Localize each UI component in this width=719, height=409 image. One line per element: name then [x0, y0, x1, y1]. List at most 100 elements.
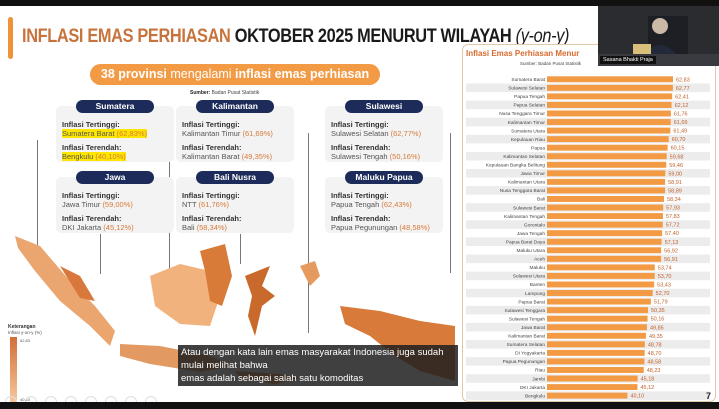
connector-line — [308, 133, 309, 333]
category-label: Kalimantan Utara — [508, 180, 545, 186]
value-label: 57,93 — [666, 206, 680, 212]
connector-line — [100, 234, 101, 274]
more-icon[interactable] — [145, 396, 157, 402]
value-label: 57,40 — [665, 231, 679, 237]
category-label: Sumatera Selatan — [507, 342, 546, 348]
subtitle-caption: Atau dengan kata lain emas masyarakat In… — [178, 345, 458, 386]
bar — [547, 84, 673, 91]
category-label: Sulawesi Selatan — [508, 86, 545, 92]
bar — [547, 221, 663, 228]
value-label: 48,70 — [648, 351, 662, 357]
value-label: 59,46 — [669, 163, 683, 169]
value-label: 60,15 — [671, 146, 685, 152]
bar — [547, 264, 655, 271]
category-label: Papua Pegunungan — [503, 359, 546, 365]
category-label: Jambi — [532, 376, 545, 382]
high-province: Papua Tengah (62,43%) — [331, 200, 412, 209]
low-province: Kalimantan Barat (49,35%) — [182, 152, 273, 161]
region-card-maluku-papua: Maluku Papua Inflasi Tertinggi: Papua Te… — [325, 171, 443, 233]
category-label: Sulawesi Barat — [513, 205, 546, 211]
value-label: 62,12 — [675, 103, 689, 109]
category-label: Jawa Timur — [520, 171, 545, 177]
value-label: 48,58 — [647, 359, 661, 365]
map-region — [60, 266, 95, 301]
category-label: DI Yogyakarta — [515, 351, 545, 357]
value-label: 56,92 — [664, 248, 678, 254]
low-label: Inflasi Terendah: — [182, 143, 242, 152]
bar — [547, 315, 648, 322]
value-label: 58,34 — [667, 197, 681, 203]
map-kalimantan-timur — [200, 244, 232, 306]
province-bar-chart: Sumatera Barat 62,83 Sulawesi Selatan 62,77… — [466, 76, 710, 400]
subtitle-icon[interactable] — [105, 396, 117, 402]
low-label: Inflasi Terendah: — [331, 143, 391, 152]
bar — [547, 230, 663, 237]
map-sulawesi — [245, 266, 275, 336]
low-label: Inflasi Terendah: — [182, 214, 242, 223]
bar — [547, 367, 644, 373]
value-label: 45,18 — [641, 377, 655, 383]
bar — [547, 238, 662, 245]
source-note: Sumber: Badan Pusat Statistik — [190, 90, 260, 96]
value-label: 56,91 — [664, 257, 678, 263]
high-province: NTT (61,76%) — [182, 200, 229, 209]
category-label: Papua — [531, 145, 545, 151]
value-label: 61,49 — [673, 129, 687, 135]
high-label: Inflasi Tertinggi: — [331, 120, 389, 129]
bar — [547, 110, 671, 117]
region-card-sulawesi: Sulawesi Inflasi Tertinggi: Sulawesi Sel… — [325, 100, 443, 162]
map-maluku — [300, 261, 320, 286]
connector-line — [37, 140, 38, 260]
legend-max: 62,83 — [20, 338, 31, 343]
region-name: Sumatera — [76, 100, 154, 113]
bar — [547, 196, 664, 202]
bar — [547, 204, 664, 211]
category-label: Maluku — [530, 265, 546, 271]
value-label: 62,83 — [676, 77, 690, 83]
previous-icon[interactable] — [5, 396, 17, 402]
region-name: Jawa — [76, 171, 154, 184]
category-label: Sulawesi Utara — [513, 274, 546, 280]
bar — [547, 119, 671, 125]
next-icon[interactable] — [25, 396, 37, 402]
value-label: 57,83 — [666, 214, 680, 220]
slides-icon[interactable] — [65, 396, 77, 402]
value-label: 52,70 — [656, 291, 670, 297]
page-number: 7 — [706, 391, 712, 401]
bar — [547, 324, 647, 331]
value-label: 58,89 — [668, 188, 682, 194]
high-label: Inflasi Tertinggi: — [62, 191, 120, 200]
value-label: 48,78 — [648, 342, 662, 348]
bar — [547, 178, 666, 185]
value-label: 53,70 — [658, 274, 672, 280]
category-label: Sumatera Barat — [511, 77, 545, 83]
zoom-icon[interactable] — [85, 396, 97, 402]
category-label: Nusa Tenggara Barat — [500, 188, 546, 194]
region-name: Kalimantan — [196, 100, 274, 113]
value-label: 53,43 — [657, 283, 671, 289]
bar — [547, 358, 645, 365]
pen-icon[interactable] — [45, 396, 57, 402]
bar — [547, 375, 638, 382]
chart-title: Inflasi Emas Perhiasan Menur — [466, 49, 580, 58]
category-label: Papua Barat Daya — [506, 239, 546, 245]
bar — [547, 384, 638, 391]
category-label: Riau — [535, 368, 545, 374]
value-label: 50,35 — [651, 308, 665, 314]
region-name: Maluku Papua — [345, 171, 423, 184]
value-label: 62,77 — [676, 86, 690, 92]
bar — [547, 76, 673, 83]
value-label: 49,35 — [649, 334, 663, 340]
high-province: Sumatera Barat (62,83%) — [62, 129, 148, 138]
bar — [547, 332, 646, 339]
high-label: Inflasi Tertinggi: — [182, 191, 240, 200]
bar — [547, 93, 673, 100]
bar — [547, 153, 667, 160]
region-card-kalimantan: Kalimantan Inflasi Tertinggi: Kalimantan… — [176, 100, 294, 162]
category-label: Kalimantan Timur — [508, 120, 546, 126]
low-province: Bali (58,34%) — [182, 223, 228, 232]
category-label: Kepulauan Bangka Belitung — [486, 163, 546, 169]
bar — [547, 161, 667, 168]
category-label: Bali — [537, 197, 545, 203]
camera-icon[interactable] — [125, 396, 137, 402]
